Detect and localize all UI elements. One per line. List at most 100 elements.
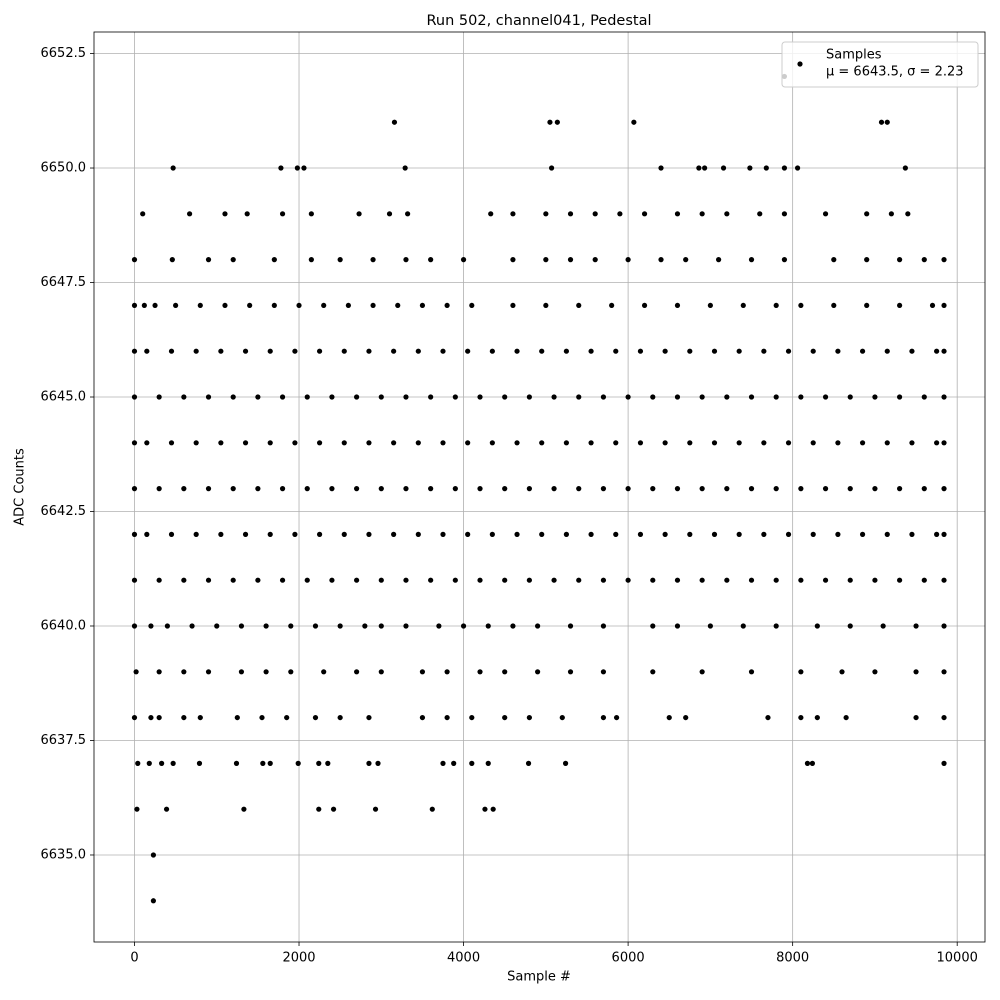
point — [205, 257, 212, 263]
point — [391, 348, 397, 354]
point — [539, 440, 545, 446]
point — [798, 486, 804, 492]
point — [329, 394, 335, 400]
point — [514, 531, 520, 538]
point — [941, 302, 947, 309]
point — [609, 302, 615, 309]
point — [415, 440, 421, 446]
y-tick-label: 6650.0 — [41, 161, 87, 176]
point — [809, 760, 815, 766]
point — [897, 394, 903, 400]
point — [888, 211, 894, 217]
x-tick-label: 6000 — [612, 951, 645, 966]
point — [897, 302, 903, 309]
point — [563, 348, 570, 354]
point — [941, 577, 947, 583]
point — [696, 165, 702, 171]
point — [859, 348, 866, 354]
point — [366, 760, 372, 766]
point — [181, 486, 187, 492]
point — [337, 623, 343, 629]
point — [674, 486, 681, 492]
point — [444, 669, 450, 675]
point — [839, 669, 845, 675]
point — [263, 623, 269, 629]
point — [539, 531, 545, 538]
point — [921, 394, 927, 400]
point — [773, 623, 779, 629]
point — [941, 486, 947, 492]
point — [831, 302, 837, 309]
point — [567, 669, 574, 675]
points — [131, 73, 947, 904]
point — [798, 669, 804, 675]
plot-frame — [93, 31, 986, 943]
point — [822, 394, 829, 400]
point — [419, 714, 426, 721]
point — [514, 348, 520, 354]
point — [567, 623, 574, 629]
point — [625, 394, 631, 400]
point — [489, 531, 495, 538]
point — [810, 348, 816, 354]
point — [535, 669, 541, 675]
point — [304, 394, 310, 400]
point — [736, 531, 742, 538]
point — [822, 486, 829, 492]
point — [526, 714, 532, 721]
point — [847, 394, 853, 400]
point — [641, 302, 648, 309]
point — [699, 669, 705, 675]
point — [230, 577, 236, 583]
point — [941, 760, 947, 766]
point — [600, 669, 607, 675]
point — [662, 348, 668, 354]
point — [131, 531, 138, 538]
point — [146, 760, 152, 766]
legend-marker — [797, 61, 803, 67]
point — [222, 302, 228, 309]
point — [152, 302, 158, 309]
point — [489, 348, 495, 354]
point — [674, 302, 681, 309]
point — [761, 531, 767, 538]
point — [440, 348, 446, 354]
point — [707, 302, 713, 309]
point — [366, 714, 372, 721]
point — [263, 669, 269, 675]
point — [148, 714, 154, 721]
point — [909, 531, 915, 538]
point — [773, 302, 779, 309]
point — [292, 531, 298, 538]
point — [502, 669, 508, 675]
point — [859, 531, 866, 538]
point — [131, 302, 138, 309]
point — [662, 531, 668, 538]
point — [131, 623, 138, 629]
point — [415, 348, 421, 354]
point — [539, 348, 545, 354]
point — [763, 165, 769, 171]
point — [354, 486, 360, 492]
point — [554, 119, 560, 125]
point — [822, 577, 829, 583]
point — [403, 394, 409, 400]
point — [469, 714, 475, 721]
point — [510, 257, 516, 263]
point — [613, 348, 619, 354]
point — [341, 531, 347, 538]
point — [233, 760, 240, 766]
point — [765, 714, 771, 721]
y-tick-label: 6640.0 — [41, 618, 87, 633]
point — [613, 531, 619, 538]
point — [526, 486, 532, 492]
point — [452, 394, 458, 400]
point — [222, 211, 228, 217]
point — [181, 714, 187, 721]
point — [440, 760, 446, 766]
point — [316, 806, 322, 812]
point — [205, 577, 212, 583]
point — [156, 577, 162, 583]
point — [259, 714, 265, 721]
